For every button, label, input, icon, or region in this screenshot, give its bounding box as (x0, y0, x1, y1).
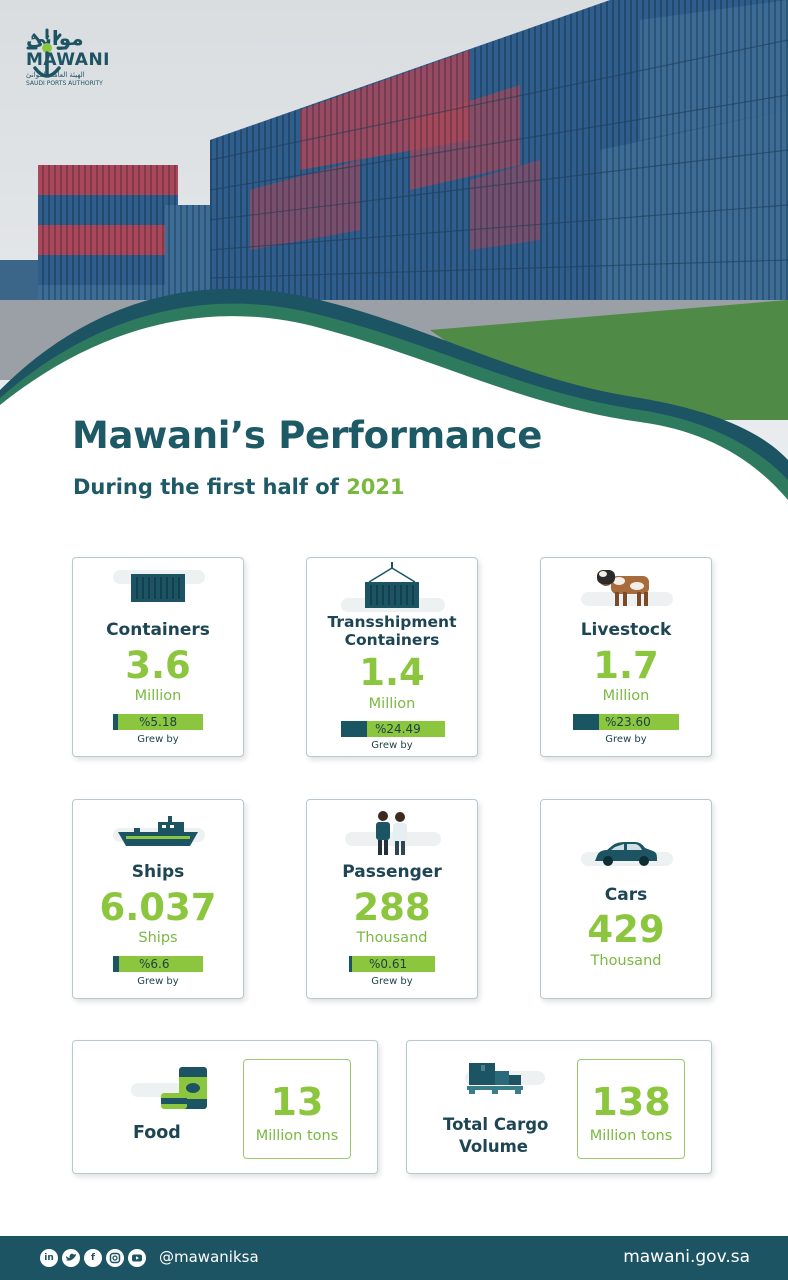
stat-value: 1.7 (593, 644, 659, 687)
growth-value: %24.49 (375, 722, 421, 736)
stat-card-containers: Containers 3.6 Million %5.18 Grew by (72, 557, 244, 757)
stat-unit: Ships (138, 930, 178, 946)
growth-label: Grew by (371, 740, 413, 751)
growth-bar: %0.61 (349, 956, 435, 972)
total-card-cargo: Total Cargo Volume 138 Million tons (406, 1040, 712, 1174)
stat-card-transshipment: Transshipment Containers 1.4 Million %24… (306, 557, 478, 757)
total-name-line2: Volume (459, 1137, 528, 1156)
container-yard-illustration (0, 0, 788, 520)
food-can-icon (161, 1067, 207, 1109)
stat-value: 6.037 (99, 886, 217, 929)
total-name-line1: Total Cargo (443, 1115, 549, 1134)
passengers-icon (376, 811, 407, 855)
youtube-icon[interactable] (128, 1249, 146, 1267)
growth-bar: %23.60 (573, 714, 679, 730)
growth-bar: %5.18 (113, 714, 203, 730)
growth-bar-fill (573, 714, 599, 730)
growth-bar: %6.6 (113, 956, 203, 972)
car-icon (595, 842, 657, 866)
stat-name: Containers (106, 620, 210, 640)
subtitle-text: During the first half of (73, 475, 339, 499)
growth-bar-fill (113, 714, 118, 730)
growth-bar-fill (349, 956, 352, 972)
total-value: 138 (591, 1080, 671, 1124)
stat-unit: Thousand (590, 953, 662, 969)
stat-unit: Thousand (356, 930, 428, 946)
instagram-icon[interactable] (106, 1249, 124, 1267)
growth-bar: %24.49 (341, 721, 445, 737)
stat-unit: Million (368, 696, 416, 712)
social-handle[interactable]: @mawaniksa (159, 1248, 259, 1266)
total-name: Food (133, 1123, 181, 1143)
total-value-box: 13 Million tons (243, 1059, 351, 1159)
growth-label: Grew by (137, 976, 179, 987)
growth-value: %23.60 (605, 715, 651, 729)
cargo-pallet-icon (467, 1063, 523, 1094)
stat-value: 1.4 (359, 651, 425, 694)
stat-name: Livestock (580, 620, 672, 640)
stat-unit: Million (134, 688, 182, 704)
total-card-food: Food 13 Million tons (72, 1040, 378, 1174)
anchor-sun-icon (26, 28, 68, 78)
twitter-icon[interactable] (62, 1249, 80, 1267)
stat-name: Passenger (342, 862, 442, 882)
stat-card-cars: Cars 429 Thousand (540, 799, 712, 999)
mawani-logo[interactable]: موانئ MAWANI الهيئة العامة للموانئ SAUDI… (26, 26, 156, 90)
total-unit: Million tons (589, 1128, 673, 1144)
total-value-box: 138 Million tons (577, 1059, 685, 1159)
logo-english-subtitle: SAUDI PORTS AUTHORITY (26, 80, 103, 87)
decorative-blob (345, 832, 441, 846)
growth-value: %0.61 (369, 957, 408, 971)
stat-card-livestock: Livestock 1.7 Million %23.60 Grew by (540, 557, 712, 757)
growth-bar-fill (113, 956, 119, 972)
stat-unit: Million (602, 688, 650, 704)
stat-card-passenger: Passenger 288 Thousand %0.61 Grew by (306, 799, 478, 999)
subtitle-year: 2021 (346, 475, 405, 499)
page-subtitle: During the first half of 2021 (73, 475, 405, 499)
stat-value: 3.6 (125, 644, 191, 687)
container-icon (131, 574, 185, 602)
growth-label: Grew by (371, 976, 413, 987)
cow-icon (597, 570, 649, 606)
logo-arabic-subtitle: الهيئة العامة للموانئ (26, 71, 85, 79)
page-title: Mawani’s Performance (72, 414, 543, 457)
stat-name-line1: Transshipment (327, 613, 457, 631)
growth-value: %6.6 (139, 957, 170, 971)
total-value: 13 (270, 1080, 324, 1124)
linkedin-icon[interactable]: in (40, 1249, 58, 1267)
growth-value: %5.18 (139, 715, 178, 729)
growth-bar-fill (341, 721, 367, 737)
stat-value: 429 (587, 908, 665, 951)
ship-icon (118, 816, 198, 846)
growth-label: Grew by (605, 734, 647, 745)
stat-card-ships: Ships 6.037 Ships %6.6 Grew by (72, 799, 244, 999)
stat-name-line2: Containers (344, 631, 440, 649)
website-link[interactable]: mawani.gov.sa (623, 1247, 750, 1267)
total-unit: Million tons (255, 1128, 339, 1144)
growth-label: Grew by (137, 734, 179, 745)
facebook-icon[interactable]: f (84, 1249, 102, 1267)
crane-container-icon (365, 562, 419, 608)
stat-name: Cars (604, 885, 648, 905)
hero-banner: موانئ MAWANI الهيئة العامة للموانئ SAUDI… (0, 0, 788, 520)
stat-name: Ships (131, 862, 185, 882)
footer-bar: in f @mawaniksa mawani.gov.sa (0, 1236, 788, 1280)
stat-value: 288 (353, 886, 431, 929)
